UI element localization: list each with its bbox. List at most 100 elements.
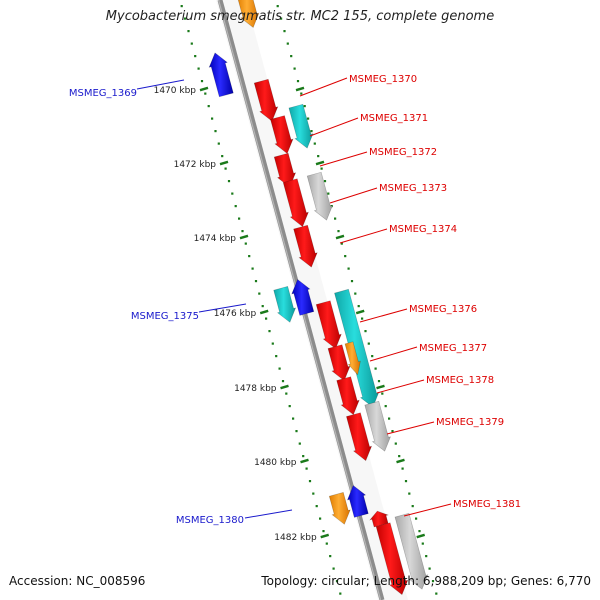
label-connector (376, 379, 425, 394)
minor-tick (425, 555, 428, 558)
minor-tick (308, 480, 312, 483)
minor-tick (207, 105, 210, 108)
red-gene-arrow[interactable] (375, 522, 409, 596)
minor-tick (238, 217, 241, 220)
minor-tick (339, 592, 342, 595)
red-gene-arrow[interactable] (369, 510, 390, 528)
gray-gene-arrow[interactable] (394, 512, 429, 590)
minor-tick (319, 517, 322, 520)
minor-tick (271, 342, 274, 345)
red-gene-arrow[interactable] (282, 178, 309, 228)
minor-tick (431, 580, 435, 583)
tick-label: 1470 kbp (154, 86, 197, 96)
minor-tick (214, 130, 217, 133)
minor-tick-group (180, 5, 438, 595)
minor-tick (268, 330, 271, 333)
gene-label-msmeg-1375[interactable]: MSMEG_1375 (131, 311, 199, 322)
blue-gene-arrow[interactable] (291, 279, 315, 316)
red-gene-arrow[interactable] (336, 376, 360, 416)
gene-label-msmeg-1369[interactable]: MSMEG_1369 (69, 88, 137, 99)
gray-gene-arrow[interactable] (306, 171, 333, 221)
minor-tick (408, 492, 411, 495)
tick-label: 1476 kbp (214, 309, 257, 319)
minor-tick (398, 455, 401, 458)
minor-tick (261, 305, 264, 308)
blue-gene-arrow[interactable] (208, 52, 234, 98)
minor-tick (327, 192, 330, 195)
gene-label-msmeg-1378[interactable]: MSMEG_1378 (426, 375, 494, 386)
red-gene-arrow[interactable] (315, 300, 342, 350)
major-tick-left (239, 234, 249, 240)
gray-gene-arrow[interactable] (364, 400, 391, 452)
minor-tick (421, 542, 424, 545)
label-connector (299, 77, 348, 97)
gene-label-msmeg-1374[interactable]: MSMEG_1374 (389, 224, 457, 235)
tick-label: 1474 kbp (194, 234, 237, 244)
minor-tick (394, 442, 397, 445)
gene-label-msmeg-1377[interactable]: MSMEG_1377 (419, 343, 487, 354)
minor-tick (275, 355, 278, 358)
tick-label: 1478 kbp (234, 384, 277, 394)
cyan-gene-arrow[interactable] (273, 286, 297, 323)
minor-tick (180, 5, 183, 8)
minor-tick (415, 517, 418, 520)
gene-label-msmeg-1372[interactable]: MSMEG_1372 (369, 147, 437, 158)
red-gene-arrow[interactable] (346, 412, 373, 462)
gene-label-msmeg-1370[interactable]: MSMEG_1370 (349, 74, 417, 85)
gene-label-msmeg-1381[interactable]: MSMEG_1381 (453, 499, 521, 510)
minor-tick (322, 530, 325, 533)
map-title: Mycobacterium smegmatis str. MC2 155, co… (105, 9, 495, 24)
label-connector (198, 303, 247, 313)
orange-gene-arrow[interactable] (344, 341, 361, 376)
minor-tick (296, 80, 300, 83)
cyan-gene-arrow[interactable] (288, 103, 314, 149)
minor-tick (217, 142, 220, 145)
red-gene-arrow[interactable] (253, 78, 279, 122)
red-gene-arrow[interactable] (327, 344, 351, 382)
minor-tick (190, 42, 193, 45)
minor-tick (276, 5, 279, 8)
minor-tick (286, 42, 289, 45)
red-gene-arrow[interactable] (273, 152, 297, 188)
minor-tick (374, 367, 377, 370)
minor-tick (295, 430, 298, 433)
gene-label-msmeg-1371[interactable]: MSMEG_1371 (360, 113, 428, 124)
minor-tick (293, 67, 296, 70)
minor-tick (313, 142, 316, 145)
accession-text: Accession: NC_008596 (9, 574, 146, 588)
minor-tick (435, 592, 438, 595)
orange-gene-arrow[interactable] (328, 492, 351, 525)
minor-tick (244, 242, 247, 245)
minor-tick (283, 30, 286, 33)
gene-label-msmeg-1379[interactable]: MSMEG_1379 (436, 417, 504, 428)
minor-tick (254, 280, 258, 283)
minor-tick (391, 430, 394, 433)
minor-tick (285, 392, 288, 395)
label-connector (329, 187, 378, 204)
red-gene-arrow[interactable] (270, 115, 294, 154)
label-connector (339, 228, 388, 244)
tick-label: 1480 kbp (254, 458, 297, 468)
minor-tick (317, 155, 320, 158)
minor-tick (184, 17, 187, 20)
major-tick-left (199, 86, 209, 92)
gene-label-msmeg-1373[interactable]: MSMEG_1373 (379, 183, 447, 194)
label-connector (244, 509, 293, 519)
minor-tick (281, 380, 285, 383)
gene-label-msmeg-1376[interactable]: MSMEG_1376 (409, 304, 477, 315)
major-tick-right (335, 234, 345, 240)
minor-tick (307, 117, 310, 120)
gene-group (208, 0, 429, 596)
minor-tick (325, 542, 328, 545)
major-tick-left (259, 309, 269, 315)
blue-gene-arrow[interactable] (347, 485, 369, 518)
gene-label-msmeg-1380[interactable]: MSMEG_1380 (176, 515, 244, 526)
label-connector (309, 117, 359, 137)
cyan-gene-arrow[interactable] (334, 288, 380, 408)
orange-gene-arrow[interactable] (237, 0, 260, 28)
label-connector (136, 79, 185, 90)
minor-tick (357, 305, 360, 308)
red-gene-arrow[interactable] (293, 224, 318, 268)
major-tick-left (320, 533, 330, 539)
